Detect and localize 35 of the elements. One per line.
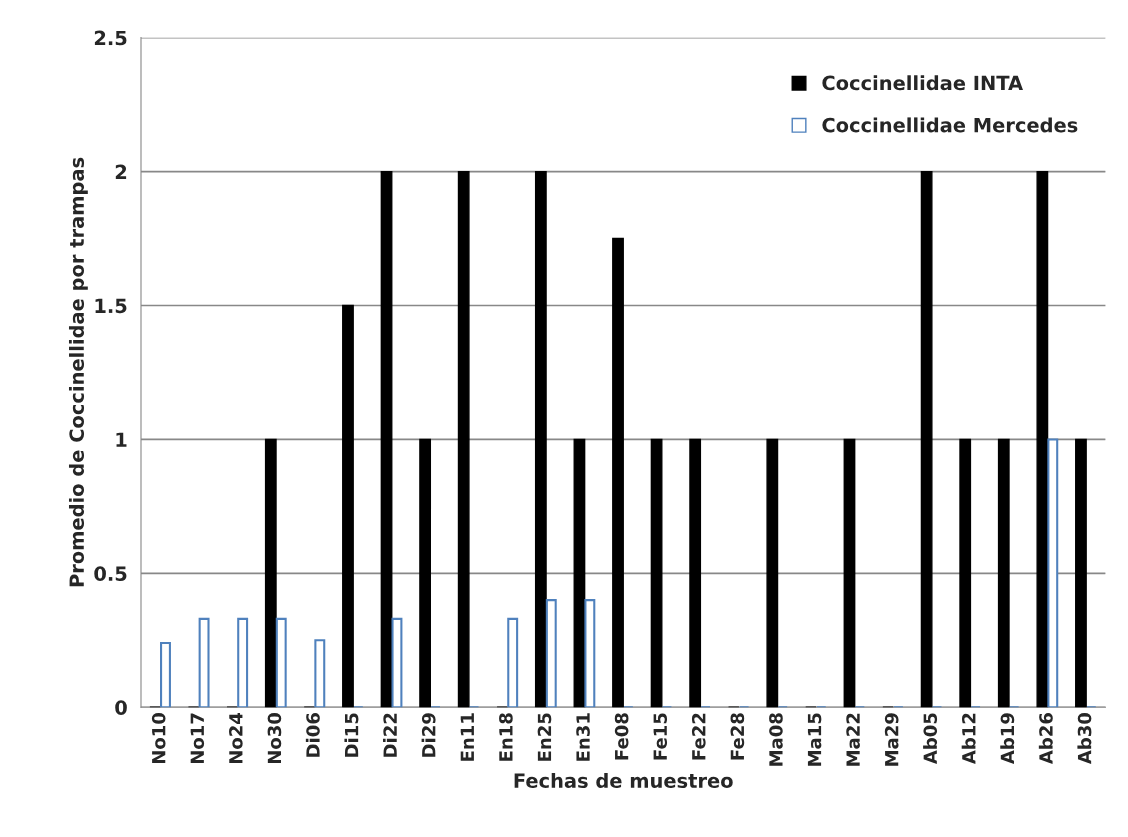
y-axis-title: Promedio de Coccinellidae por trampas — [68, 157, 88, 587]
x-tick-label: En11 — [460, 713, 474, 761]
x-tick-label: Di06 — [305, 713, 320, 757]
x-tick-label: En18 — [499, 713, 513, 761]
x-axis-title: Fechas de muestreo — [514, 772, 733, 789]
x-tick-label: Ab30 — [1077, 712, 1092, 765]
x-tick-label: Di29 — [421, 713, 436, 757]
x-tick-label: Ma29 — [884, 713, 899, 766]
y-tick-label: 1 — [116, 432, 127, 447]
y-tick-label: 2.5 — [94, 30, 127, 46]
y-tick-label: 0.5 — [94, 566, 127, 582]
legend-label: Coccinellidae INTA — [822, 75, 1023, 91]
x-tick-label: Ab05 — [923, 713, 938, 765]
x-tick-label: Fe28 — [730, 713, 745, 760]
legend-label: Coccinellidae Mercedes — [822, 117, 1078, 133]
x-tick-label: En31 — [576, 713, 590, 761]
x-tick-label: Fe15 — [653, 713, 668, 760]
x-tick-label: Di15 — [344, 713, 359, 757]
y-tick-label: 0 — [115, 700, 127, 715]
x-tick-label: Ma15 — [807, 713, 822, 766]
x-tick-label: No30 — [267, 712, 282, 764]
x-tick-label: Ma22 — [846, 713, 860, 766]
x-tick-label: Ab26 — [1038, 713, 1053, 765]
x-tick-label: No17 — [190, 713, 205, 764]
x-tick-label: Ma08 — [769, 713, 783, 766]
x-tick-label: Ab12 — [961, 713, 976, 765]
y-tick-label: 2 — [115, 164, 127, 179]
x-tick-label: Ab19 — [1000, 713, 1015, 765]
x-tick-label: Fe08 — [614, 713, 629, 760]
x-tick-label: En25 — [537, 713, 552, 761]
x-tick-label: No10 — [151, 712, 166, 764]
x-tick-label: Di22 — [383, 713, 397, 757]
y-tick-label: 1.5 — [95, 298, 127, 314]
x-tick-label: Fe22 — [691, 713, 706, 760]
x-tick-label: No24 — [229, 712, 243, 764]
